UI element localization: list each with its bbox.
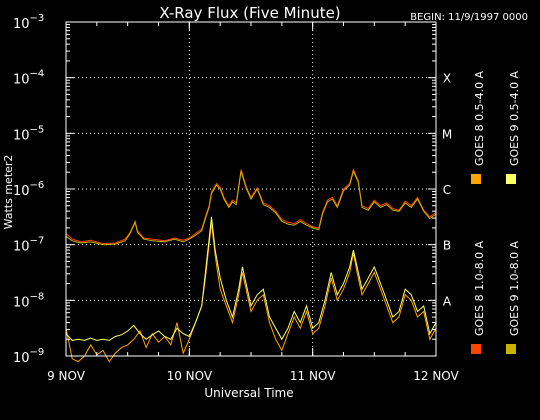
y-tick-label: 10−4 xyxy=(13,69,44,88)
legend-swatch xyxy=(471,344,481,354)
legend-entry: GOES 9 1.0-8.0 A xyxy=(508,240,521,336)
series-line xyxy=(65,167,437,245)
y-tick-label: 10−8 xyxy=(13,291,44,310)
x-tick-label: 12 NOV xyxy=(413,369,459,383)
grid-layer xyxy=(66,22,436,356)
y-tick-label: 10−9 xyxy=(13,347,44,366)
x-tick-label: 10 NOV xyxy=(167,369,213,383)
begin-label: BEGIN: 11/9/1997 0000 xyxy=(410,12,528,23)
y-axis-label: Watts meter2 xyxy=(2,155,15,230)
axes-layer: 10−3 10−4 10−5 10−6 10−7 10−8 10−9 X M C B A 9 NOV 10… xyxy=(13,13,460,383)
legend-swatch xyxy=(471,174,481,184)
y-tick-label: 10−7 xyxy=(13,236,44,255)
legend-swatch xyxy=(506,174,516,184)
legend-swatch xyxy=(506,344,516,354)
flare-class-label: A xyxy=(443,294,452,308)
x-axis-label: Universal Time xyxy=(204,386,293,400)
legend-entry: GOES 8 1.0-8.0 A xyxy=(473,240,486,336)
flare-class-label: C xyxy=(443,183,451,197)
series-line xyxy=(65,222,437,363)
legend: GOES 8 1.0-8.0 A GOES 8 0.5-4.0 A GOES 9 1… xyxy=(471,70,521,354)
series-line xyxy=(65,216,437,341)
y-tick-label: 10−3 xyxy=(13,13,44,32)
flare-class-label: X xyxy=(443,72,451,86)
y-tick-label: 10−6 xyxy=(13,180,44,199)
chart-title: X-Ray Flux (Five Minute) xyxy=(159,4,340,22)
x-tick-label: 11 NOV xyxy=(290,369,336,383)
legend-entry: GOES 8 0.5-4.0 A xyxy=(473,70,486,166)
series-layer xyxy=(65,167,437,363)
x-tick-label: 9 NOV xyxy=(47,369,86,383)
y-tick-label: 10−5 xyxy=(13,124,44,143)
flare-class-label: M xyxy=(442,127,452,141)
legend-entry: GOES 9 0.5-4.0 A xyxy=(508,70,521,166)
series-line xyxy=(65,169,437,246)
flare-class-label: B xyxy=(443,239,451,253)
